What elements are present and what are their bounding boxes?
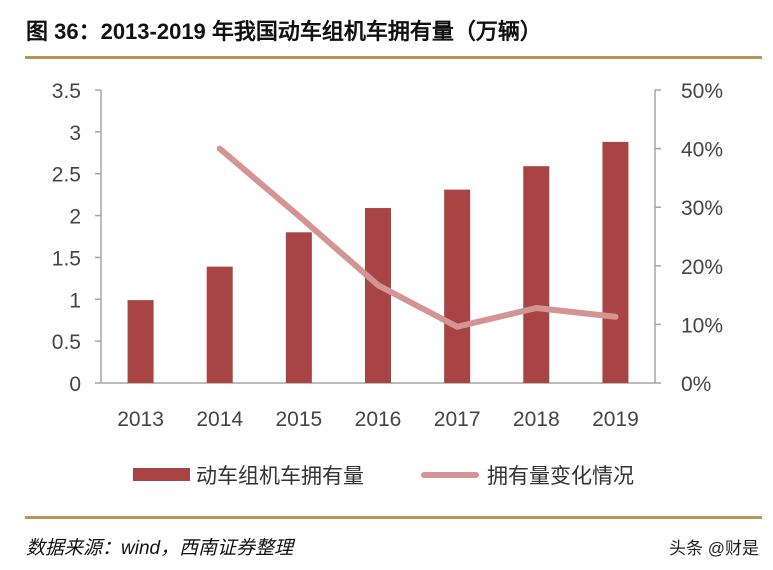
bar-2015 xyxy=(285,232,312,383)
left-tick-label: 0.5 xyxy=(52,331,81,354)
x-tick-label: 2018 xyxy=(513,408,560,431)
source-note: 数据来源：wind，西南证券整理 xyxy=(26,538,294,559)
bar-2019 xyxy=(602,141,629,383)
left-tick-label: 0 xyxy=(69,373,81,396)
right-tick-label: 10% xyxy=(681,314,723,337)
chart-title: 图 36：2013-2019 年我国动车组机车拥有量（万辆） xyxy=(26,19,542,44)
right-tick-label: 40% xyxy=(681,139,723,162)
legend-bar-label: 动车组机车拥有量 xyxy=(196,465,364,488)
bar-2014 xyxy=(206,266,233,383)
bar-2018 xyxy=(523,166,550,383)
x-tick-label: 2014 xyxy=(196,408,243,431)
line-series xyxy=(216,145,619,330)
x-tick-label: 2013 xyxy=(117,408,164,431)
left-tick-label: 3.5 xyxy=(52,80,81,103)
left-tick-label: 2 xyxy=(69,206,81,229)
legend-line-label: 拥有量变化情况 xyxy=(487,465,634,488)
left-tick-label: 1.5 xyxy=(52,247,81,270)
x-tick-label: 2015 xyxy=(275,408,322,431)
right-tick-label: 30% xyxy=(681,197,723,220)
left-tick-label: 2.5 xyxy=(52,164,81,187)
footer-divider xyxy=(25,516,762,519)
bar-2016 xyxy=(365,208,391,383)
right-tick-label: 0% xyxy=(681,373,711,396)
left-tick-label: 3 xyxy=(69,122,81,145)
legend-bar-swatch xyxy=(133,468,190,481)
x-tick-label: 2017 xyxy=(434,408,481,431)
bar-2017 xyxy=(444,189,471,383)
bar-2013 xyxy=(127,300,154,383)
right-tick-label: 20% xyxy=(681,256,723,279)
x-tick-label: 2016 xyxy=(355,408,402,431)
title-divider xyxy=(25,56,762,59)
left-tick-label: 1 xyxy=(69,289,81,312)
watermark: 头条 @财是 xyxy=(669,539,759,558)
chart-plot: 0 0.5 1 1.5 2 2.5 3 3.5 0% 10% 20% 30% 40% 50% 2013 201… xyxy=(52,80,723,488)
x-tick-label: 2019 xyxy=(592,408,639,431)
right-tick-label: 50% xyxy=(681,80,723,103)
